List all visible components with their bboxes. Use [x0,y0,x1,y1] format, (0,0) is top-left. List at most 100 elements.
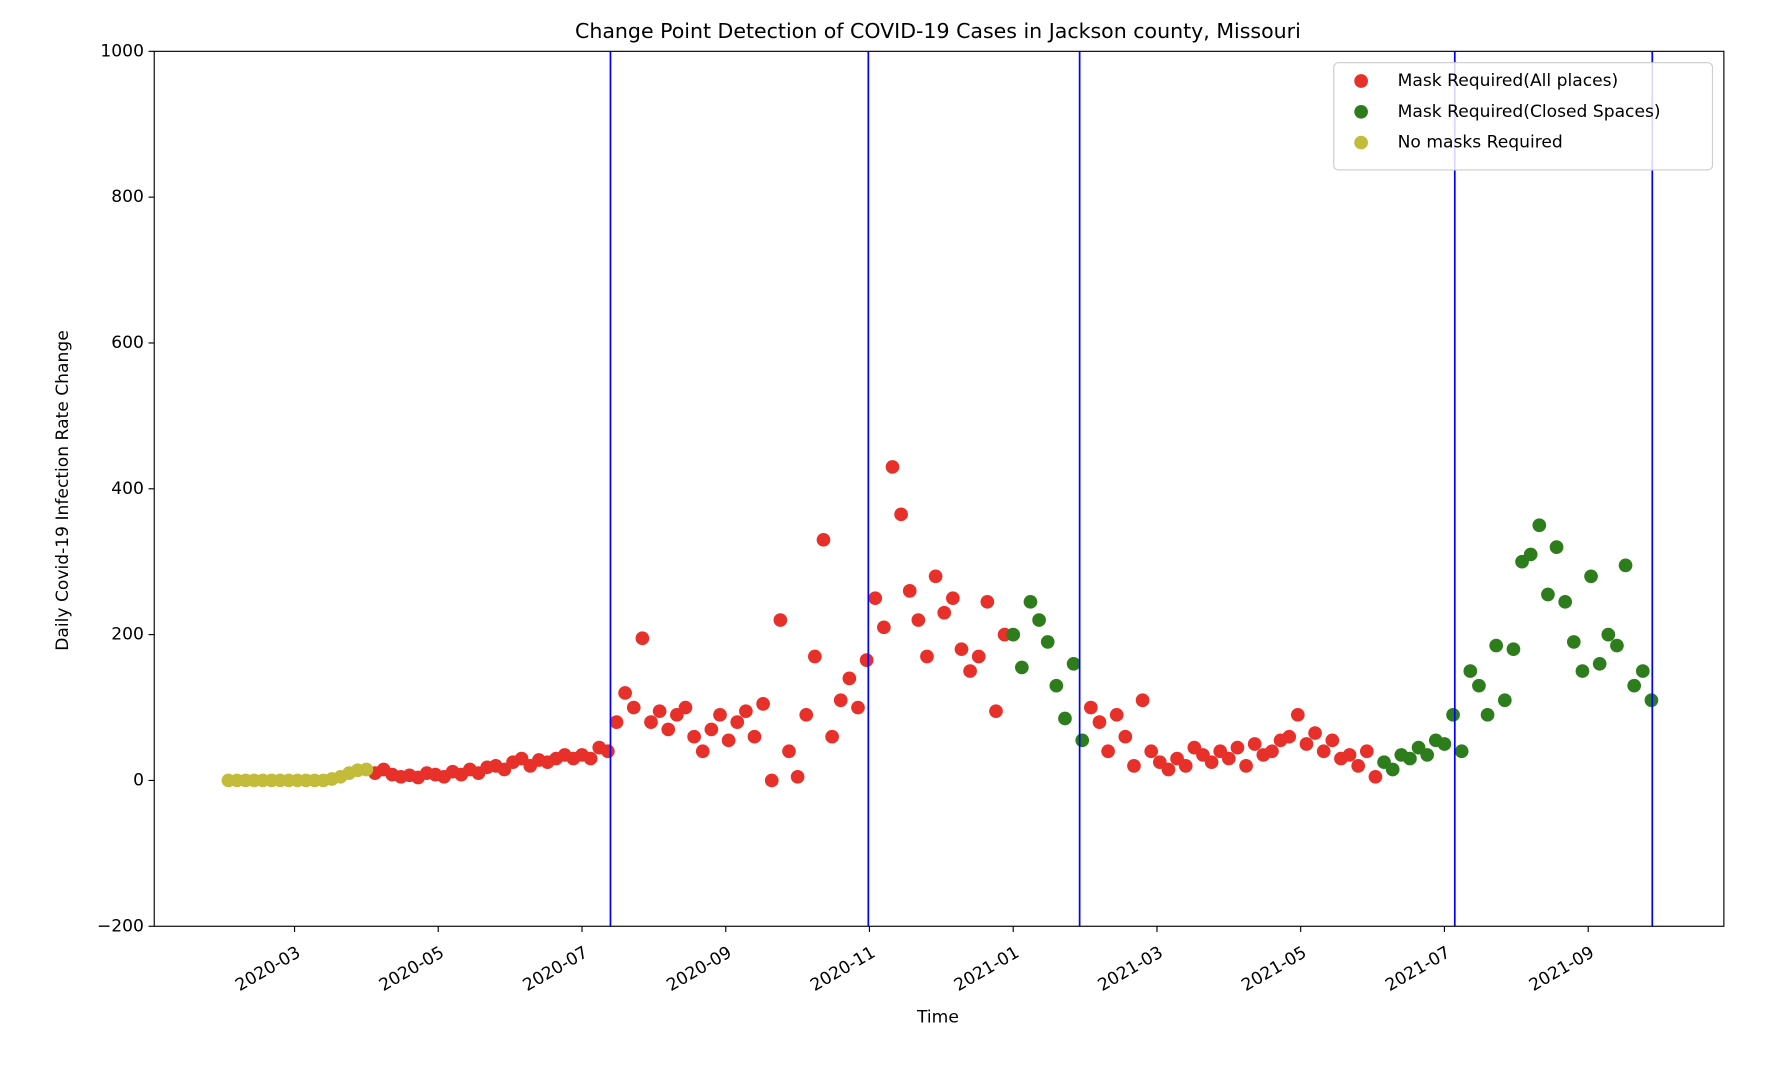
point [1325,733,1340,748]
plot-frame [153,50,1725,927]
point [1092,715,1107,729]
point [1342,748,1357,762]
point [1541,587,1555,602]
y-tick-label: 400 [111,479,144,499]
point [739,704,753,719]
point [1463,664,1478,678]
point [1015,660,1029,675]
point [954,642,969,657]
point [1083,700,1098,715]
point [1532,518,1547,533]
y-tick-label: 1000 [100,41,144,61]
point [816,532,831,547]
legend-label: Mask Required(Closed Spaces) [1398,102,1661,122]
point [980,594,995,609]
point [1584,569,1598,584]
point [842,671,857,686]
legend-label: No masks Required [1398,133,1563,153]
point [989,704,1003,719]
point [1523,547,1538,562]
point [1506,642,1521,657]
point [609,715,624,729]
point [894,507,908,522]
point [1299,737,1314,751]
point [661,722,676,737]
point [618,686,632,700]
point [1618,558,1633,573]
point [928,569,943,584]
point [678,700,693,715]
point [782,744,796,759]
point [1351,759,1366,773]
point [902,584,917,598]
point [877,620,891,635]
point [1480,707,1495,722]
point [1454,744,1469,759]
point [808,649,822,664]
point [1316,744,1331,759]
point [1359,744,1374,759]
point [1403,751,1417,766]
point [1489,638,1504,653]
point [825,729,839,744]
point [764,773,779,788]
point [713,707,727,722]
point [1265,744,1279,759]
point [946,591,960,606]
point [1144,744,1159,759]
point [721,733,736,748]
point [1040,635,1055,649]
point [1282,729,1297,744]
point [1161,762,1176,777]
y-tick-label: 600 [111,333,144,353]
point [695,744,710,759]
point [1032,613,1046,627]
point [1023,594,1038,609]
point [1101,744,1115,759]
point [1601,627,1616,642]
point [1109,707,1124,722]
point [1118,729,1133,744]
point [833,693,848,708]
point [1058,711,1072,726]
y-tick-label: −200 [97,916,144,936]
point [859,653,874,667]
point [1049,678,1064,693]
point [790,769,805,784]
point [1135,693,1150,708]
point [1204,755,1219,770]
point [773,613,788,627]
point [885,460,900,474]
y-tick-label: 800 [111,187,144,207]
y-tick-label: 0 [133,770,144,790]
point [601,744,615,759]
point [1239,759,1253,773]
point [1006,627,1021,642]
point [1308,726,1322,740]
point [1075,733,1090,748]
point [1644,693,1659,708]
point [1127,759,1141,773]
point [1549,540,1564,554]
point [1221,751,1236,766]
y-axis-label: Daily Covid-19 Infection Rate Change [53,330,73,651]
point [1566,635,1581,649]
point [359,762,374,777]
point [652,704,667,719]
point [920,649,934,664]
legend-box [1333,62,1714,171]
legend-marker [1354,135,1368,150]
legend-marker [1354,74,1368,88]
point [644,715,658,729]
point [1497,693,1512,708]
point [1446,707,1460,722]
point [868,591,883,606]
point [937,605,952,620]
point [1290,707,1305,722]
point [799,707,814,722]
point [1610,638,1624,653]
point [1368,769,1383,784]
point [1437,737,1452,751]
point [1575,664,1590,678]
